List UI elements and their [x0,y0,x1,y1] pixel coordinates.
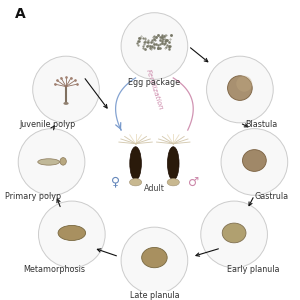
Ellipse shape [242,150,266,171]
Ellipse shape [63,102,69,105]
Ellipse shape [130,147,141,180]
Ellipse shape [167,147,179,180]
Circle shape [18,129,85,195]
Ellipse shape [167,178,179,186]
Ellipse shape [58,225,86,241]
Circle shape [33,56,99,123]
Text: Metamorphosis: Metamorphosis [23,265,85,274]
Circle shape [207,56,273,123]
Ellipse shape [38,159,59,165]
Text: Fertilization: Fertilization [145,68,164,111]
Text: Egg package: Egg package [128,78,181,87]
Text: Gastrula: Gastrula [255,192,289,201]
Ellipse shape [142,248,167,268]
Circle shape [121,13,188,80]
Ellipse shape [228,76,252,100]
Circle shape [38,201,105,268]
Text: Blastula: Blastula [245,120,278,129]
Text: Adult: Adult [144,184,165,193]
Text: Primary polyp: Primary polyp [4,192,61,201]
Circle shape [221,129,288,195]
Text: ♀: ♀ [111,176,120,189]
Text: Juvenile polyp: Juvenile polyp [19,120,75,129]
Ellipse shape [222,223,246,243]
Circle shape [201,201,267,268]
Text: ♂: ♂ [188,176,199,189]
Circle shape [121,227,188,294]
Text: Late planula: Late planula [130,291,179,300]
Ellipse shape [130,178,142,186]
Ellipse shape [236,76,252,92]
Ellipse shape [60,158,66,165]
Text: Early planula: Early planula [227,265,279,274]
Text: A: A [15,7,26,21]
